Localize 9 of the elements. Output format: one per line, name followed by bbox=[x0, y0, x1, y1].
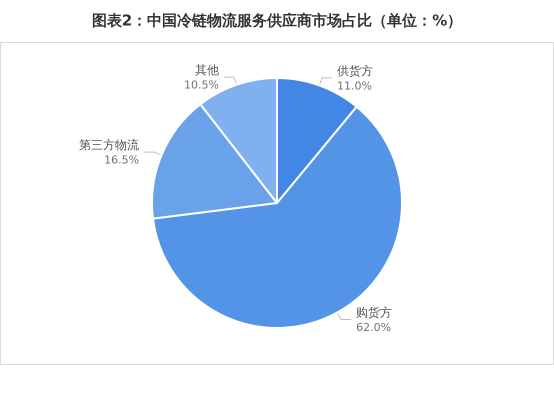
chart-title: 图表2：中国冷链物流服务供应商市场占比（单位：%） bbox=[92, 12, 462, 30]
data-label: 16.5% bbox=[104, 154, 140, 167]
data-label: 62.0% bbox=[356, 321, 392, 334]
slice-label: 其他 bbox=[194, 63, 219, 78]
data-label: 10.5% bbox=[184, 78, 219, 92]
slice-label: 购货方 bbox=[356, 306, 392, 320]
slice-label: 第三方物流 bbox=[79, 138, 140, 152]
slice-label: 供货方 bbox=[337, 64, 374, 78]
data-label: 11.0% bbox=[337, 79, 372, 92]
